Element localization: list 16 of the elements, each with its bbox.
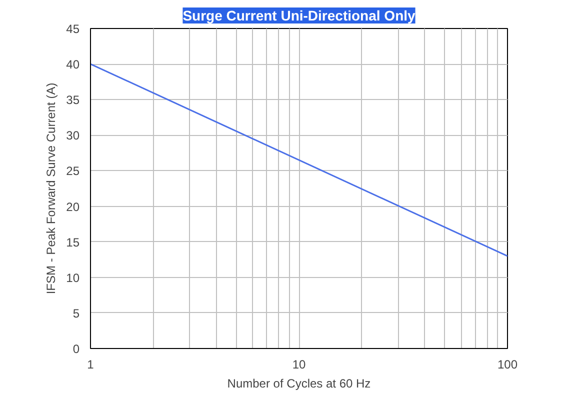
y-tick-label: 10: [66, 270, 80, 285]
y-tick-label: 15: [66, 235, 80, 250]
y-tick-label: 20: [66, 200, 80, 214]
y-tick-label: 35: [66, 93, 80, 108]
x-tick-label: 1: [87, 358, 94, 372]
y-tick-label: 5: [72, 306, 80, 320]
y-tick-label: 45: [66, 22, 80, 36]
chart-title: Surge Current Uni-Directional Only: [182, 8, 416, 24]
y-tick-label: 25: [66, 164, 80, 178]
x-tick-label: 100: [497, 358, 518, 372]
y-axis-title: IFSM - Peak Forward Surve Current (A): [44, 82, 58, 294]
y-tick-label: 30: [66, 128, 80, 143]
x-tick-label: 10: [292, 358, 306, 372]
y-tick-label: 0: [72, 342, 80, 356]
x-axis-title: Number of Cycles at 60 Hz: [227, 376, 371, 390]
y-tick-label: 40: [66, 58, 80, 72]
